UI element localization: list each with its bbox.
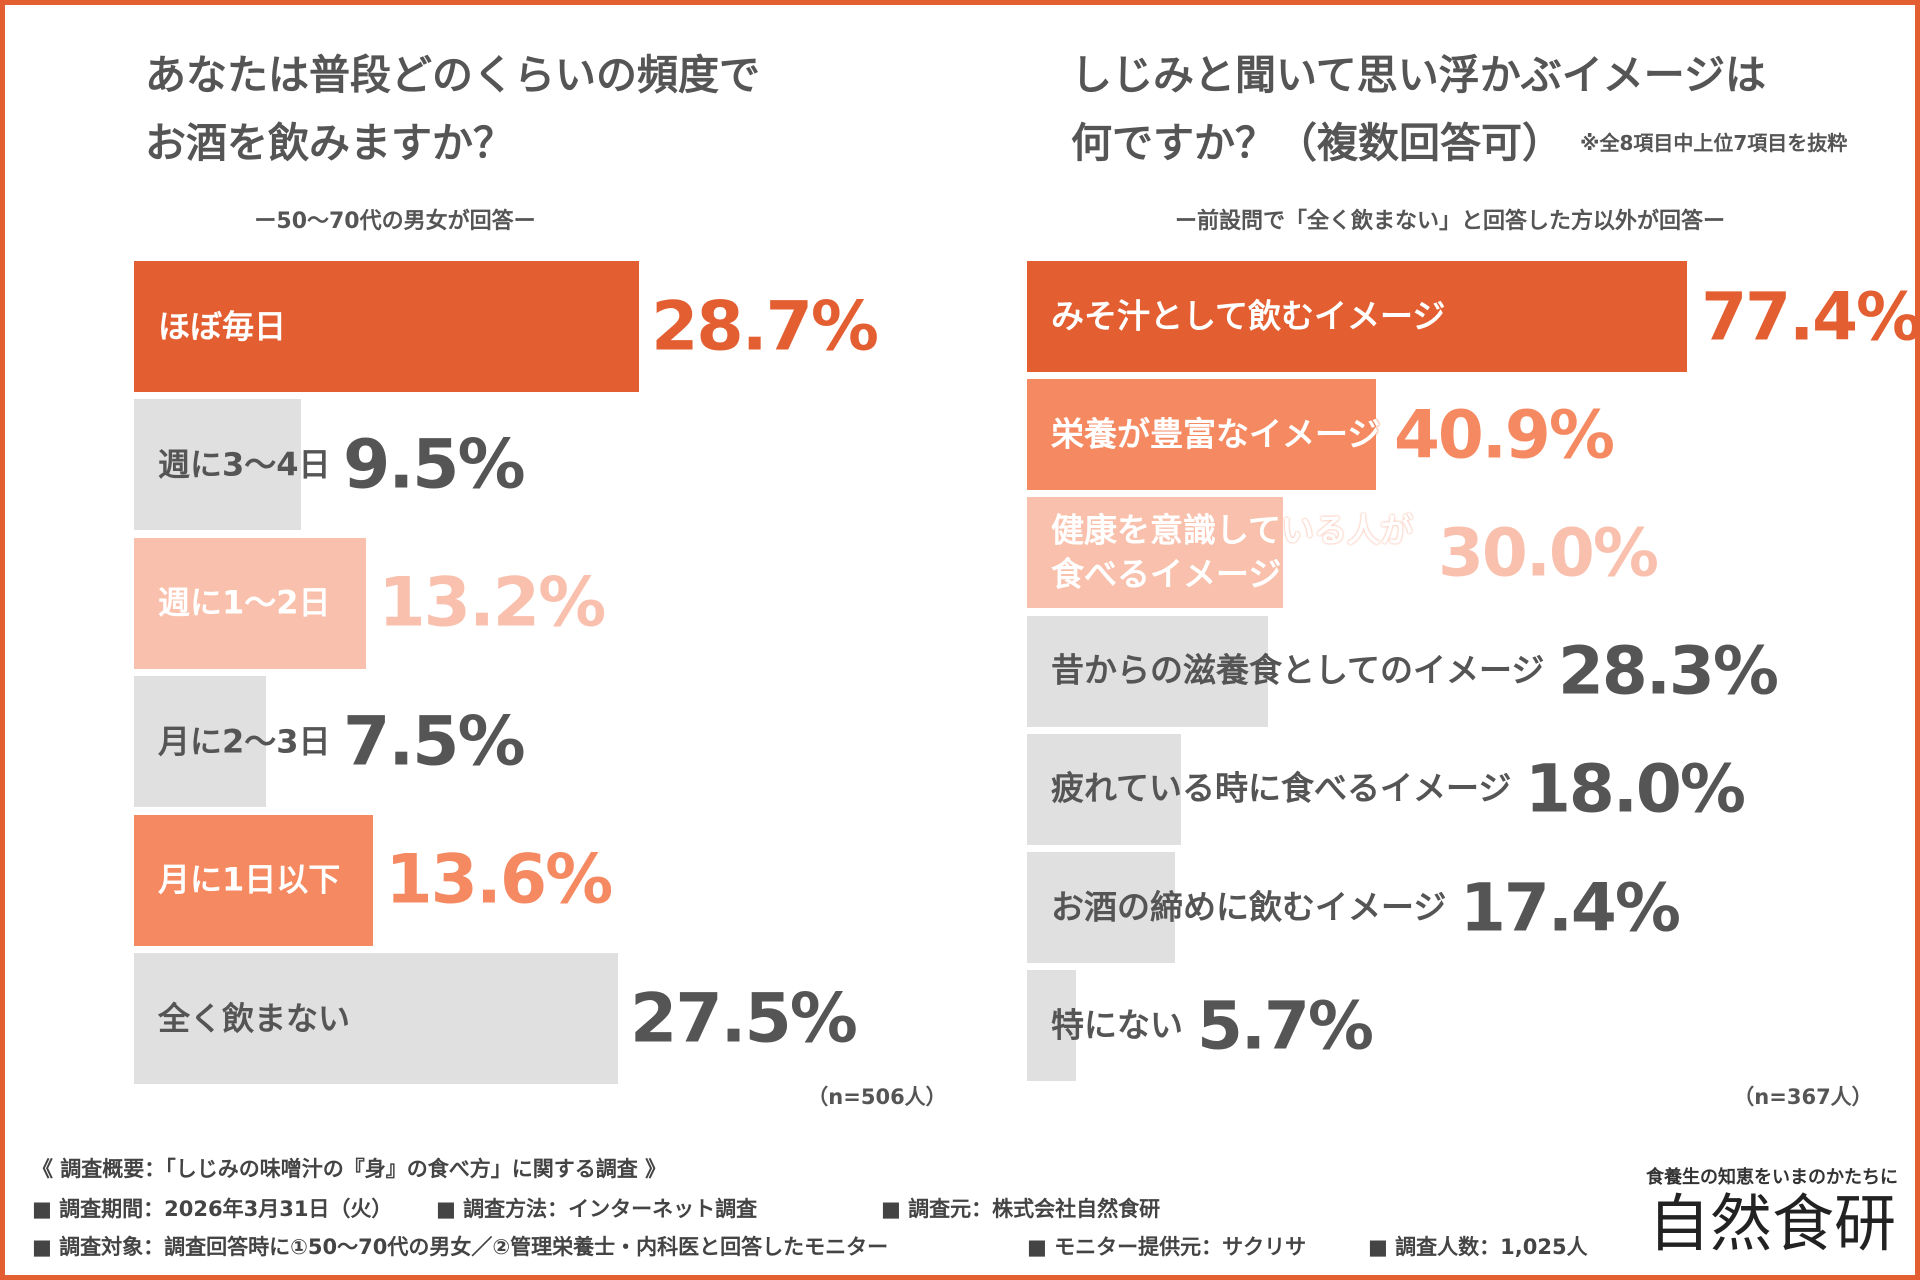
logo-name: 自然食研 [1647,1187,1897,1260]
bar [1027,261,1688,372]
bar-label: ほぼ毎日 [158,306,287,345]
bar-label: 昔からの滋養食としてのイメージ [1051,650,1545,690]
bar [1027,379,1376,491]
bar-label: 健康を意識している人が食べるイメージ [1051,510,1414,594]
bar-label: 月に2〜3日 [158,722,331,761]
value-label: 18.0% [1525,750,1746,828]
value-label: 40.9% [1394,396,1615,474]
title-note: ※全8項目中上位7項目を抜粋 [1580,131,1848,155]
bar [1027,733,1181,845]
bar-label: 全く飲まない [158,998,351,1037]
value-label: 7.5% [343,702,526,782]
bar-label: 特にない [1051,1005,1183,1045]
bar [134,261,640,392]
value-label: 28.3% [1558,632,1779,710]
bar-label: 週に1〜2日 [158,583,331,622]
value-label: 9.5% [343,425,526,505]
footer-item: ■ 調査期間：2026年3月31日（火） [32,1197,393,1221]
bar [1027,970,1076,1082]
chart-title: あなたは普段どのくらいの頻度でお酒を飲みますか？ [145,51,760,167]
bar-label: 栄養が豊富なイメージ [1051,414,1381,454]
chart-title: しじみと聞いて思い浮かぶイメージは何ですか？（複数回答可） [1071,51,1766,167]
value-label: 27.5% [630,979,858,1058]
sample-note: （n=506人） [807,1085,947,1109]
value-label: 30.0% [1438,514,1659,592]
value-label: 28.7% [651,287,879,366]
chart-subtitle: ー50〜70代の男女が回答ー [254,209,536,234]
bar [134,676,266,808]
value-label: 13.2% [378,563,606,643]
bar [1027,615,1269,727]
footer-item: ■ 調査方法：インターネット調査 [436,1197,758,1221]
bar [134,953,618,1084]
bar-label: 週に3〜4日 [158,445,331,484]
chart-subtitle: ー前設問で「全く飲まない」と回答した方以外が回答ー [1174,209,1726,234]
value-label: 17.4% [1460,869,1681,946]
footer-item: ■ 調査対象：調査回答時に①50〜70代の男女／②管理栄養士・内科医と回答したモ… [32,1235,889,1259]
bar [1027,852,1176,963]
bar-label: みそ汁として飲むイメージ [1051,296,1446,336]
bar-label: 月に1日以下 [158,860,341,899]
bar [134,537,367,669]
logo-tagline: 食養生の知恵をいまのかたちに [1646,1167,1898,1188]
sample-note: （n=367人） [1733,1085,1873,1109]
bar [134,399,302,531]
value-label: 13.6% [385,840,613,920]
footer-item: ■ 調査元：株式会社自然食研 [881,1197,1161,1221]
bar [1027,497,1283,609]
footer-heading: 《 調査概要：「しじみの味噌汁の『身』の食べ方」に関する調査 》 [32,1157,667,1181]
value-label: 77.4% [1701,278,1920,355]
footer-item: ■ 調査人数：1,025人 [1368,1235,1588,1259]
bar [134,814,374,946]
value-label: 5.7% [1197,987,1374,1065]
footer-item: ■ モニター提供元：サクリサ [1027,1235,1307,1259]
bar-label: お酒の締めに飲むイメージ [1051,887,1447,927]
bar-label: 疲れている時に食べるイメージ [1051,769,1512,809]
